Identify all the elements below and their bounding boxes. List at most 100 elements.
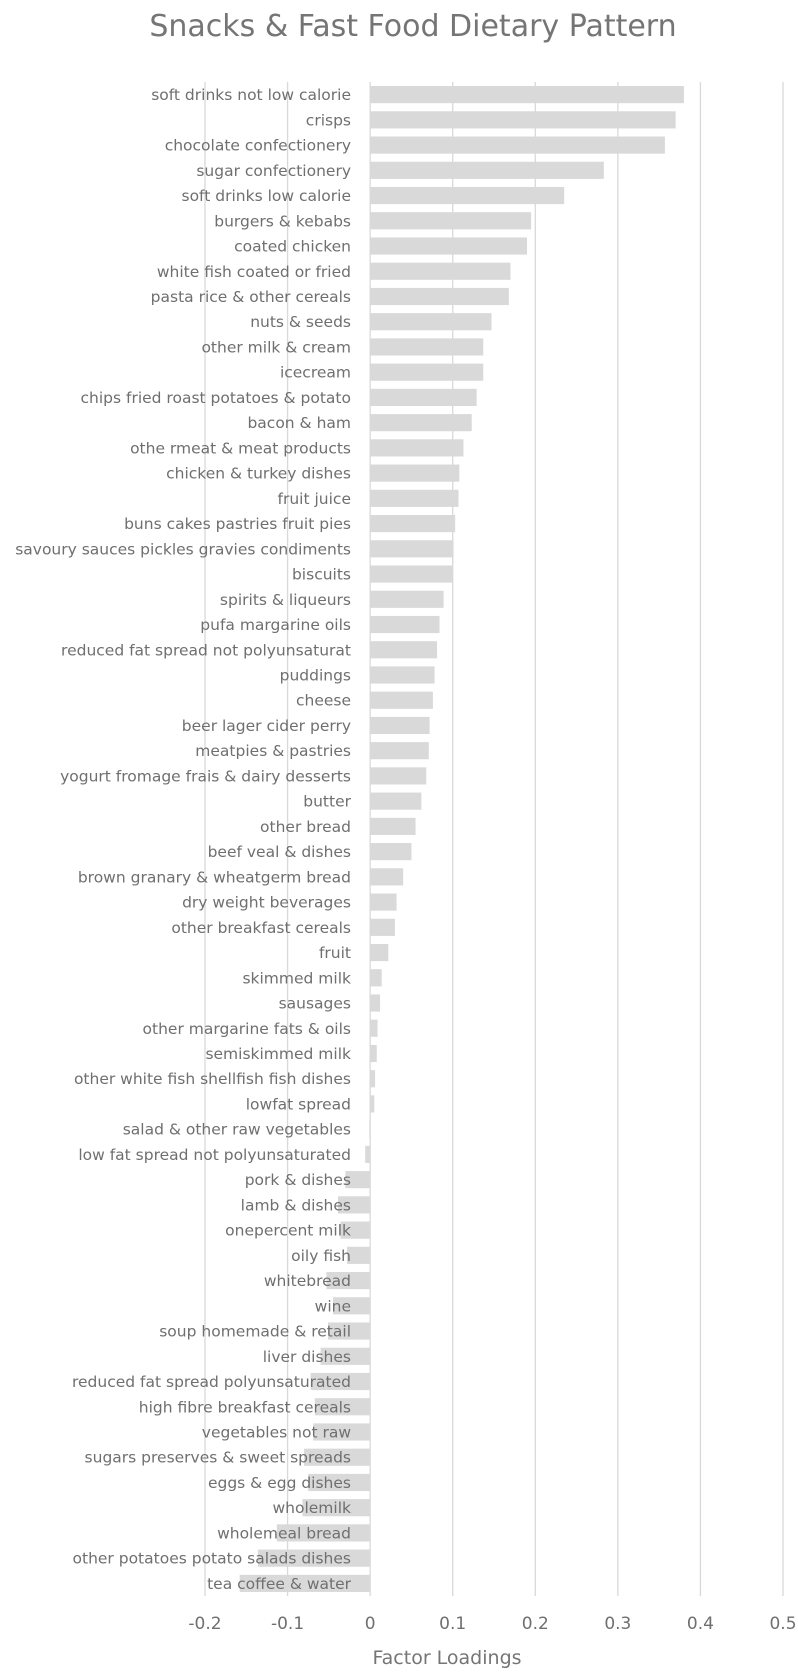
category-label: savoury sauces pickles gravies condiment… [15,540,351,558]
bar [370,262,511,280]
category-label: lamb & dishes [241,1196,351,1214]
category-label: reduced fat spread not polyunsaturat [61,641,351,659]
x-tick-label: 0.5 [769,1614,796,1634]
category-label: other white fish shellfish fish dishes [74,1070,351,1088]
category-label: wholemeal bread [217,1524,351,1542]
category-label: pork & dishes [245,1171,351,1189]
bar [370,918,395,936]
bar [370,540,454,558]
bar [370,969,382,987]
bar [370,943,389,962]
bar [347,1246,371,1264]
bar [337,1196,371,1214]
bar [370,716,430,735]
category-label: white fish coated or fried [157,263,351,281]
bar [328,1322,371,1340]
x-tick-labels: -0.2 -0.1 0 0.1 0.2 0.3 0.4 0.5 [188,1614,796,1634]
grid-lines [204,82,784,1596]
category-label: biscuits [292,566,351,584]
category-label: cheese [296,692,351,710]
x-tick-label: 0 [365,1614,376,1634]
category-label: low fat spread not polyunsaturated [78,1146,351,1164]
bar [370,1095,375,1113]
bar [370,691,433,709]
x-tick-label: 0.2 [522,1614,549,1634]
category-label: coated chicken [234,238,351,256]
category-label: chocolate confectionery [165,137,351,155]
category-label: eggs & egg dishes [208,1474,351,1492]
bar [276,1524,371,1542]
category-label: soft drinks low calorie [182,187,352,205]
bar [370,287,509,306]
bar [370,1019,378,1037]
bar [370,237,528,255]
bar [370,464,460,482]
category-label: chicken & turkey dishes [166,465,351,483]
bars [239,86,684,1592]
bar [310,1372,371,1391]
category-label: beef veal & dishes [208,843,351,861]
category-label: sausages [279,995,351,1013]
category-label: soft drinks not low calorie [151,86,351,104]
category-label: reduced fat spread polyunsaturated [72,1373,351,1391]
bar [370,489,459,507]
bar [370,615,440,634]
x-tick-label: 0.4 [687,1614,714,1634]
category-label: icecream [280,364,351,382]
category-label: crisps [306,111,351,129]
category-label: meatpies & pastries [195,742,351,760]
x-tick-label: -0.2 [188,1614,221,1634]
bar [370,792,422,810]
bar [370,817,416,835]
category-label: sugars preserves & sweet spreads [85,1449,351,1467]
bar [313,1423,371,1441]
category-label: lowfat spread [246,1095,351,1113]
category-label: high fibre breakfast cereals [139,1398,351,1416]
bar [320,1347,371,1365]
category-label: pufa margarine oils [200,616,351,634]
bar [370,212,532,230]
category-label: burgers & kebabs [214,212,351,230]
bar [370,1044,377,1063]
bar [370,843,412,861]
bar [370,338,484,356]
category-label: dry weight beverages [182,894,351,912]
category-label: brown granary & wheatgerm bread [78,868,351,886]
category-label: soup homemade & retail [159,1323,351,1341]
category-label: wine [315,1297,351,1315]
chart-title: Snacks & Fast Food Dietary Pattern [149,9,676,44]
category-label: bacon & ham [247,414,351,432]
category-label: other bread [260,818,351,836]
bar [370,86,684,104]
bar [257,1549,371,1567]
bar [370,666,435,684]
category-label: puddings [280,666,351,684]
category-label: other milk & cream [201,338,351,356]
category-label: liver dishes [263,1348,351,1366]
bar [370,868,404,886]
category-label: other margarine fats & oils [143,1020,351,1038]
category-label: wholemilk [272,1499,351,1517]
bar [369,1120,371,1138]
category-label: othe rmeat & meat products [130,439,351,457]
bar [370,161,604,179]
bar [370,1070,376,1088]
bar [370,388,477,406]
category-label: fruit [319,944,351,962]
bar [332,1297,371,1315]
bar [239,1574,371,1592]
x-tick-label: 0.3 [604,1614,631,1634]
category-label: vegetables not raw [202,1423,352,1441]
bar [304,1448,371,1466]
bar [370,439,464,457]
x-axis-title: Factor Loadings [372,1647,521,1669]
category-label: spirits & liqueurs [220,591,351,609]
bar [370,515,456,533]
bar [370,414,472,432]
bar [370,994,381,1012]
bar [370,641,438,659]
bar [370,893,397,911]
category-label: other potatoes potato salads dishes [73,1550,351,1568]
bar [340,1221,371,1239]
category-label: butter [303,793,351,811]
